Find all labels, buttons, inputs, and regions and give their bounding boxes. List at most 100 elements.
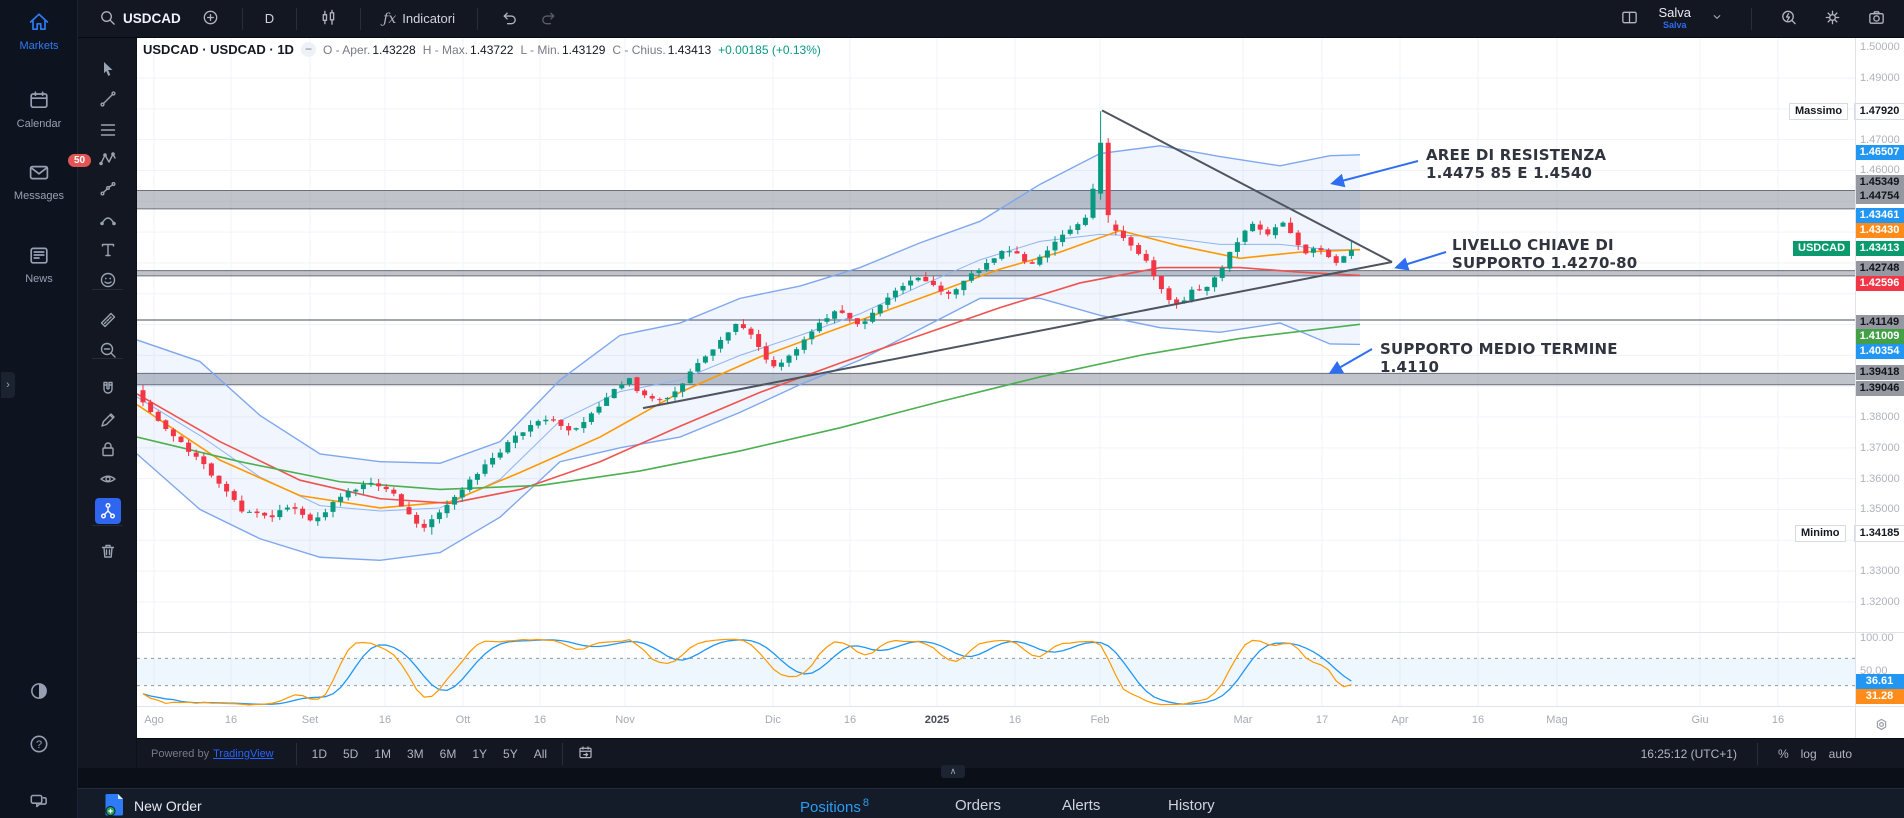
- annotation-key-support[interactable]: LIVELLO CHIAVE DI SUPPORTO 1.4270-80: [1452, 236, 1637, 272]
- range-button-1m[interactable]: 1M: [374, 746, 391, 761]
- bollinger-lower[interactable]: [137, 297, 1361, 562]
- trendline[interactable]: [1101, 109, 1393, 263]
- annotation-resistance[interactable]: AREE DI RESISTENZA 1.4475 85 E 1.4540: [1426, 146, 1606, 182]
- tool-ruler-icon[interactable]: [95, 307, 121, 333]
- chart-top-toolbar: USDCAD D ƒx Indicatori: [78, 0, 1904, 38]
- annotation-text: SUPPORTO MEDIO TERMINE: [1380, 340, 1618, 358]
- trendline[interactable]: [642, 261, 1393, 410]
- new-order-button[interactable]: New Order: [105, 793, 202, 818]
- tab-orders[interactable]: Orders: [955, 797, 1001, 814]
- sidebar-item-news[interactable]: News: [0, 243, 78, 285]
- tab-positions[interactable]: Positions 8: [800, 797, 869, 816]
- tool-eye-icon[interactable]: [95, 466, 121, 492]
- range-button-5d[interactable]: 5D: [342, 746, 359, 761]
- bollinger-upper[interactable]: [137, 145, 1361, 464]
- range-button-1d[interactable]: 1D: [311, 746, 327, 761]
- annotation-arrow[interactable]: [1394, 251, 1447, 271]
- tool-text-icon[interactable]: [95, 237, 121, 263]
- clock[interactable]: 16:25:12 (UTC+1): [1640, 746, 1737, 761]
- calendar-goto-icon: [577, 744, 594, 764]
- price-chart-canvas[interactable]: [137, 38, 1904, 738]
- time-label: 17: [1315, 714, 1329, 726]
- layout-button[interactable]: [1614, 4, 1645, 34]
- time-label: Feb: [1090, 714, 1110, 726]
- range-button-all[interactable]: All: [533, 746, 548, 761]
- candles-icon: [319, 8, 338, 30]
- time-axis[interactable]: Ago 16 Set 16 Ott 16 Nov Dic 16 2025 16 Feb Mar 17 Apr…: [137, 706, 1855, 738]
- tab-history[interactable]: History: [1168, 797, 1215, 814]
- redo-button[interactable]: [533, 4, 564, 34]
- snapshot-button[interactable]: [1861, 4, 1892, 34]
- time-label: Nov: [615, 714, 635, 726]
- oscillator-settings-icon[interactable]: [1873, 716, 1890, 733]
- indicators-button[interactable]: ƒx Indicatori: [377, 7, 461, 31]
- drawing-toolbar-expander[interactable]: ›: [1, 372, 15, 398]
- theme-toggle-button[interactable]: [0, 680, 78, 707]
- save-button[interactable]: Salva Salva: [1658, 6, 1691, 31]
- interval-button[interactable]: D: [259, 7, 280, 30]
- compare-add-button[interactable]: [195, 4, 226, 34]
- ma-red-line[interactable]: [137, 266, 1361, 505]
- tool-fib-retracement-icon[interactable]: [95, 117, 121, 143]
- tool-trash-icon[interactable]: [95, 538, 121, 564]
- range-button-1y[interactable]: 1Y: [472, 746, 488, 761]
- oscillator-orange-line[interactable]: [142, 638, 1352, 706]
- tool-object-tree-icon[interactable]: [95, 498, 121, 524]
- tool-cursor-icon[interactable]: [95, 56, 121, 82]
- tool-trend-line-icon[interactable]: [95, 86, 121, 112]
- redo-icon: [539, 8, 558, 30]
- sr-zone[interactable]: [137, 373, 1855, 385]
- mail-icon: 50: [27, 154, 92, 187]
- go-to-date-button[interactable]: [571, 740, 600, 768]
- log-scale-button[interactable]: log: [1800, 746, 1817, 761]
- annotation-mid-support[interactable]: SUPPORTO MEDIO TERMINE 1.4110: [1380, 340, 1618, 376]
- tool-edit-icon[interactable]: [95, 407, 121, 433]
- price-tick: 1.36000: [1860, 472, 1900, 485]
- help-button[interactable]: ?: [0, 733, 78, 760]
- sidebar-item-label: News: [25, 273, 53, 285]
- ma-orange-line[interactable]: [137, 229, 1361, 509]
- ma-green-line[interactable]: [137, 323, 1361, 491]
- time-label: Set: [301, 714, 319, 726]
- auto-scale-button[interactable]: auto: [1828, 746, 1852, 761]
- undo-button[interactable]: [494, 4, 525, 34]
- percent-scale-button[interactable]: %: [1777, 746, 1789, 761]
- symbol-search-button[interactable]: USDCAD: [92, 4, 187, 34]
- tool-emoji-icon[interactable]: [95, 267, 121, 293]
- sidebar-item-calendar[interactable]: Calendar: [0, 88, 78, 130]
- save-menu-button[interactable]: [1704, 6, 1730, 31]
- bollinger-basis[interactable]: [137, 233, 1361, 512]
- sidebar-item-messages[interactable]: 50 Messages: [0, 154, 92, 202]
- chat-button[interactable]: [0, 790, 78, 817]
- theme-toggle-icon: [28, 680, 50, 707]
- tradingview-link[interactable]: TradingView: [213, 747, 274, 760]
- range-button-6m[interactable]: 6M: [439, 746, 457, 761]
- tool-arc-brush-icon[interactable]: [95, 206, 121, 232]
- oscillator-blue-line[interactable]: [142, 639, 1352, 705]
- help-icon: ?: [28, 733, 50, 760]
- collapse-legend-icon[interactable]: −: [300, 42, 316, 57]
- annotation-arrow[interactable]: [1330, 160, 1419, 188]
- panel-collapse-button[interactable]: ∧: [941, 765, 965, 778]
- sr-zone[interactable]: [137, 270, 1855, 276]
- range-button-5y[interactable]: 5Y: [503, 746, 518, 761]
- sr-zone[interactable]: [137, 190, 1855, 209]
- chart-type-button[interactable]: [313, 4, 344, 34]
- quick-search-button[interactable]: [1773, 4, 1804, 34]
- low-marker-label: Minimo: [1796, 526, 1845, 541]
- tool-forecast-icon[interactable]: [95, 176, 121, 202]
- tab-alerts[interactable]: Alerts: [1062, 797, 1101, 814]
- home-icon: [27, 10, 51, 37]
- pane-separator[interactable]: [137, 632, 1904, 633]
- tool-magnet-icon[interactable]: [95, 376, 121, 402]
- tool-zoom-icon[interactable]: [95, 337, 121, 363]
- tool-lock-icon[interactable]: [95, 436, 121, 462]
- annotation-arrow[interactable]: [1328, 348, 1373, 374]
- oscillator-value-label: 31.28: [1855, 689, 1904, 704]
- new-order-label: New Order: [134, 798, 202, 814]
- settings-button[interactable]: [1817, 4, 1848, 34]
- price-scale[interactable]: 1.50000 1.49000 1.47000 1.46000 1.38000 1.370…: [1855, 38, 1904, 738]
- sidebar-item-markets[interactable]: Markets: [0, 10, 78, 52]
- range-button-3m[interactable]: 3M: [407, 746, 424, 761]
- tool-xabcd-pattern-icon[interactable]: [95, 146, 121, 172]
